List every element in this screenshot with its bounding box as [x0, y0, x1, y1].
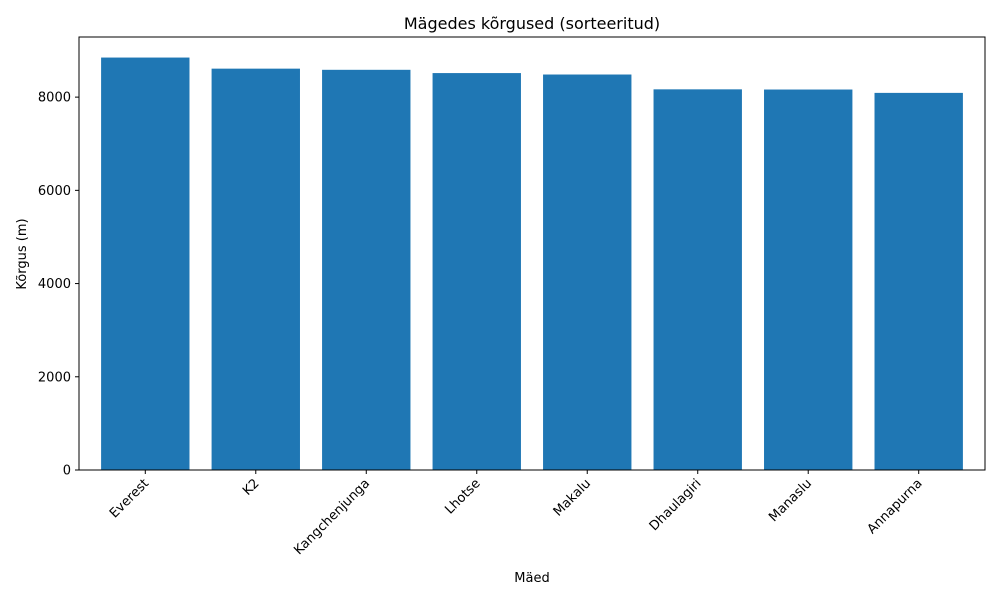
x-tick-label: Kangchenjunga: [291, 476, 373, 558]
x-tick-label: Lhotse: [442, 476, 483, 517]
bar-manaslu: [764, 89, 853, 471]
bar-dhaulagiri: [653, 89, 742, 470]
y-axis-label: Kõrgus (m): [15, 218, 30, 289]
plot-area: 0 2000 4000 6000 8000 Everest K2 Kangchenjunga L…: [38, 36, 986, 558]
y-tick-label: 0: [63, 464, 71, 479]
bar-everest: [101, 57, 190, 470]
bar-kangchenjunga: [322, 69, 411, 470]
x-tick-label: K2: [240, 476, 262, 498]
plot-frame: [78, 36, 986, 471]
x-tick-label: Dhaulagiri: [647, 476, 705, 534]
bar-annapurna: [874, 92, 963, 471]
x-tick-label: Annapurna: [865, 476, 926, 537]
x-tick-label: Makalu: [551, 476, 594, 519]
bar-makalu: [543, 74, 632, 471]
x-tick-label: Everest: [107, 476, 152, 521]
x-axis-label: Mäed: [514, 571, 549, 586]
bar-k2: [211, 68, 300, 471]
chart-title: Mägedes kõrgused (sorteeritud): [404, 14, 660, 33]
y-tick-label: 2000: [38, 370, 71, 385]
y-tick-label: 6000: [38, 184, 71, 199]
y-tick-label: 8000: [38, 91, 71, 106]
y-tick-label: 4000: [38, 277, 71, 292]
bar-lhotse: [432, 73, 521, 470]
x-tick-label: Manaslu: [766, 476, 815, 525]
